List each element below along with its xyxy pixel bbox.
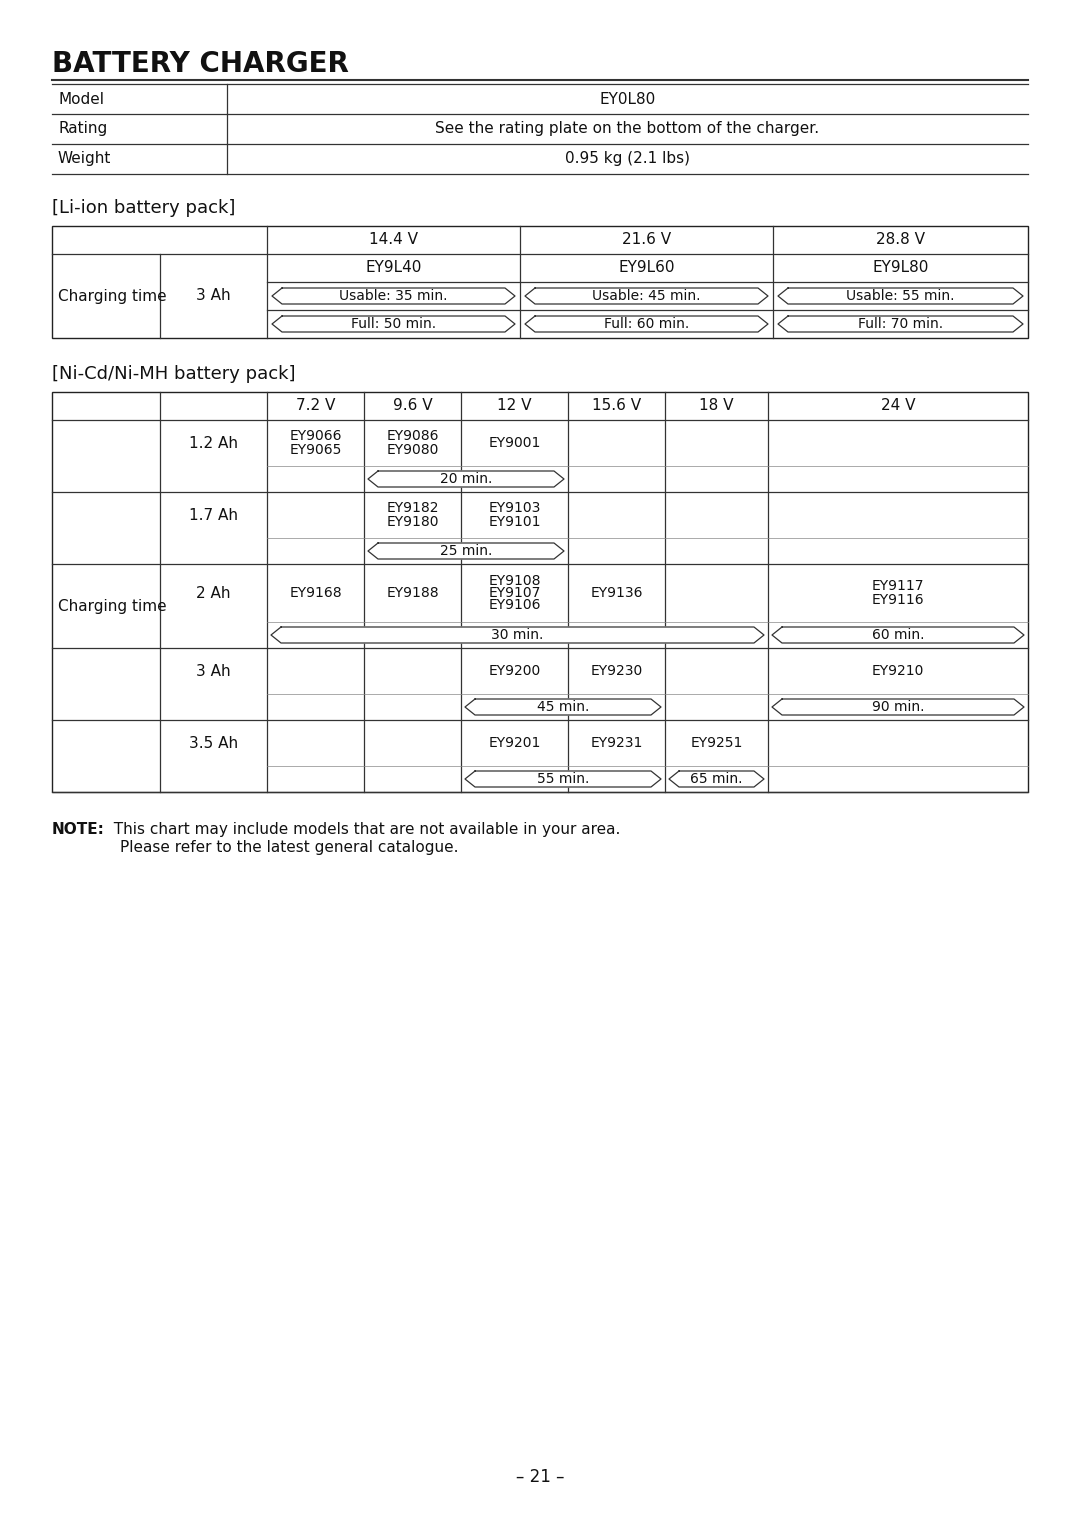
- Text: BATTERY CHARGER: BATTERY CHARGER: [52, 51, 349, 78]
- Text: 12 V: 12 V: [497, 398, 531, 414]
- Text: 9.6 V: 9.6 V: [393, 398, 432, 414]
- Text: 45 min.: 45 min.: [537, 700, 590, 714]
- Text: EY9201: EY9201: [488, 735, 541, 751]
- Text: See the rating plate on the bottom of the charger.: See the rating plate on the bottom of th…: [435, 121, 820, 136]
- Text: NOTE:: NOTE:: [52, 823, 105, 836]
- Polygon shape: [525, 288, 768, 303]
- Text: EY9106: EY9106: [488, 597, 541, 611]
- Text: Please refer to the latest general catalogue.: Please refer to the latest general catal…: [120, 840, 459, 855]
- Text: 60 min.: 60 min.: [872, 628, 924, 642]
- Text: 55 min.: 55 min.: [537, 772, 590, 786]
- Bar: [52, 227, 1028, 339]
- Text: EY9251: EY9251: [690, 735, 743, 751]
- Text: EY9107: EY9107: [488, 587, 541, 601]
- Text: EY9230: EY9230: [591, 663, 643, 679]
- Text: EY9065: EY9065: [289, 443, 341, 457]
- Bar: [52, 392, 1028, 792]
- Text: Usable: 35 min.: Usable: 35 min.: [339, 290, 448, 303]
- Polygon shape: [465, 771, 661, 787]
- Text: 18 V: 18 V: [699, 398, 733, 414]
- Text: EY9188: EY9188: [387, 587, 438, 601]
- Text: 14.4 V: 14.4 V: [369, 233, 418, 248]
- Text: EY9066: EY9066: [289, 429, 341, 443]
- Text: 3.5 Ah: 3.5 Ah: [189, 735, 238, 751]
- Text: Weight: Weight: [58, 152, 111, 167]
- Text: 28.8 V: 28.8 V: [876, 233, 924, 248]
- Polygon shape: [368, 542, 564, 559]
- Text: 90 min.: 90 min.: [872, 700, 924, 714]
- Text: Charging time: Charging time: [58, 599, 166, 613]
- Text: EY9080: EY9080: [387, 443, 438, 457]
- Text: Rating: Rating: [58, 121, 107, 136]
- Text: 65 min.: 65 min.: [690, 772, 743, 786]
- Text: EY9001: EY9001: [488, 437, 541, 450]
- Text: 3 Ah: 3 Ah: [197, 288, 231, 303]
- Polygon shape: [271, 627, 764, 643]
- Text: [Li-ion battery pack]: [Li-ion battery pack]: [52, 199, 235, 218]
- Polygon shape: [778, 288, 1023, 303]
- Polygon shape: [465, 699, 661, 715]
- Text: 21.6 V: 21.6 V: [622, 233, 671, 248]
- Text: 1.7 Ah: 1.7 Ah: [189, 507, 238, 522]
- Text: 2 Ah: 2 Ah: [197, 585, 231, 601]
- Text: EY9103: EY9103: [488, 501, 541, 515]
- Text: EY9L60: EY9L60: [618, 260, 675, 276]
- Text: EY9136: EY9136: [591, 587, 643, 601]
- Text: EY9L40: EY9L40: [365, 260, 421, 276]
- Text: Usable: 55 min.: Usable: 55 min.: [847, 290, 955, 303]
- Text: [Ni-Cd/Ni-MH battery pack]: [Ni-Cd/Ni-MH battery pack]: [52, 365, 296, 383]
- Polygon shape: [368, 470, 564, 487]
- Text: 20 min.: 20 min.: [440, 472, 492, 486]
- Text: EY9116: EY9116: [872, 593, 924, 607]
- Text: EY9231: EY9231: [591, 735, 643, 751]
- Text: 24 V: 24 V: [881, 398, 915, 414]
- Text: EY9108: EY9108: [488, 574, 541, 588]
- Text: EY0L80: EY0L80: [599, 92, 656, 107]
- Polygon shape: [772, 627, 1024, 643]
- Text: Full: 50 min.: Full: 50 min.: [351, 317, 436, 331]
- Text: EY9168: EY9168: [289, 587, 341, 601]
- Text: Full: 70 min.: Full: 70 min.: [858, 317, 943, 331]
- Text: 30 min.: 30 min.: [491, 628, 543, 642]
- Text: EY9210: EY9210: [872, 663, 924, 679]
- Text: 3 Ah: 3 Ah: [197, 663, 231, 679]
- Text: Usable: 45 min.: Usable: 45 min.: [592, 290, 701, 303]
- Polygon shape: [525, 316, 768, 332]
- Text: This chart may include models that are not available in your area.: This chart may include models that are n…: [104, 823, 620, 836]
- Polygon shape: [778, 316, 1023, 332]
- Text: 25 min.: 25 min.: [440, 544, 492, 558]
- Text: – 21 –: – 21 –: [516, 1468, 564, 1486]
- Text: EY9086: EY9086: [387, 429, 438, 443]
- Text: EY9180: EY9180: [387, 515, 438, 529]
- Text: 1.2 Ah: 1.2 Ah: [189, 435, 238, 450]
- Text: 15.6 V: 15.6 V: [592, 398, 642, 414]
- Polygon shape: [772, 699, 1024, 715]
- Text: Full: 60 min.: Full: 60 min.: [604, 317, 689, 331]
- Text: EY9117: EY9117: [872, 579, 924, 593]
- Text: 0.95 kg (2.1 lbs): 0.95 kg (2.1 lbs): [565, 152, 690, 167]
- Polygon shape: [272, 316, 515, 332]
- Text: EY9200: EY9200: [488, 663, 541, 679]
- Text: EY9101: EY9101: [488, 515, 541, 529]
- Text: EY9L80: EY9L80: [873, 260, 929, 276]
- Polygon shape: [669, 771, 764, 787]
- Text: 7.2 V: 7.2 V: [296, 398, 335, 414]
- Text: Model: Model: [58, 92, 104, 107]
- Text: EY9182: EY9182: [387, 501, 438, 515]
- Text: Charging time: Charging time: [58, 288, 166, 303]
- Polygon shape: [272, 288, 515, 303]
